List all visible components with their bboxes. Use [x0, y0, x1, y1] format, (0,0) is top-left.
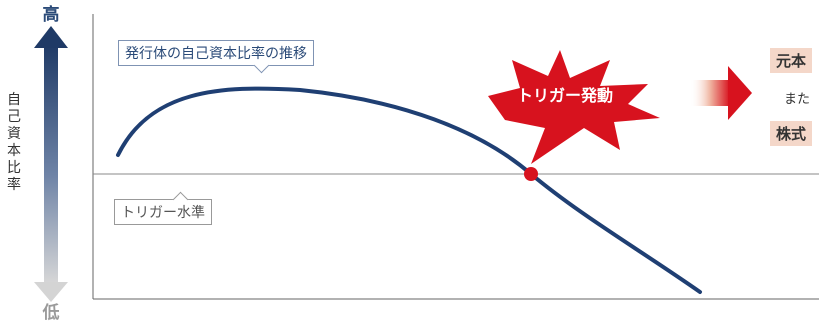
vertical-axis-title: 自 己 資 本 比 率 — [7, 92, 21, 193]
outcome-box-principal: 元本 — [770, 48, 813, 73]
trigger-event-label: トリガー発動 — [516, 86, 613, 105]
trigger-level-text: トリガー水準 — [121, 205, 205, 221]
transition-arrow — [690, 66, 752, 120]
trigger-burst-shape — [488, 50, 660, 164]
outcome-box-shares: 株式 — [770, 121, 813, 146]
trigger-level-callout: トリガー水準 — [114, 191, 212, 225]
axis-high-label: 高 — [42, 5, 60, 25]
outcome-middle-text: また — [784, 92, 811, 107]
trigger-point — [524, 167, 538, 181]
axis-low-label: 低 — [42, 303, 60, 323]
curve-callout: 発行体の自己資本比率の推移 — [118, 40, 314, 74]
vertical-axis-arrow — [34, 26, 68, 302]
curve-callout-text: 発行体の自己資本比率の推移 — [125, 46, 307, 62]
capital-ratio-curve — [116, 86, 702, 294]
